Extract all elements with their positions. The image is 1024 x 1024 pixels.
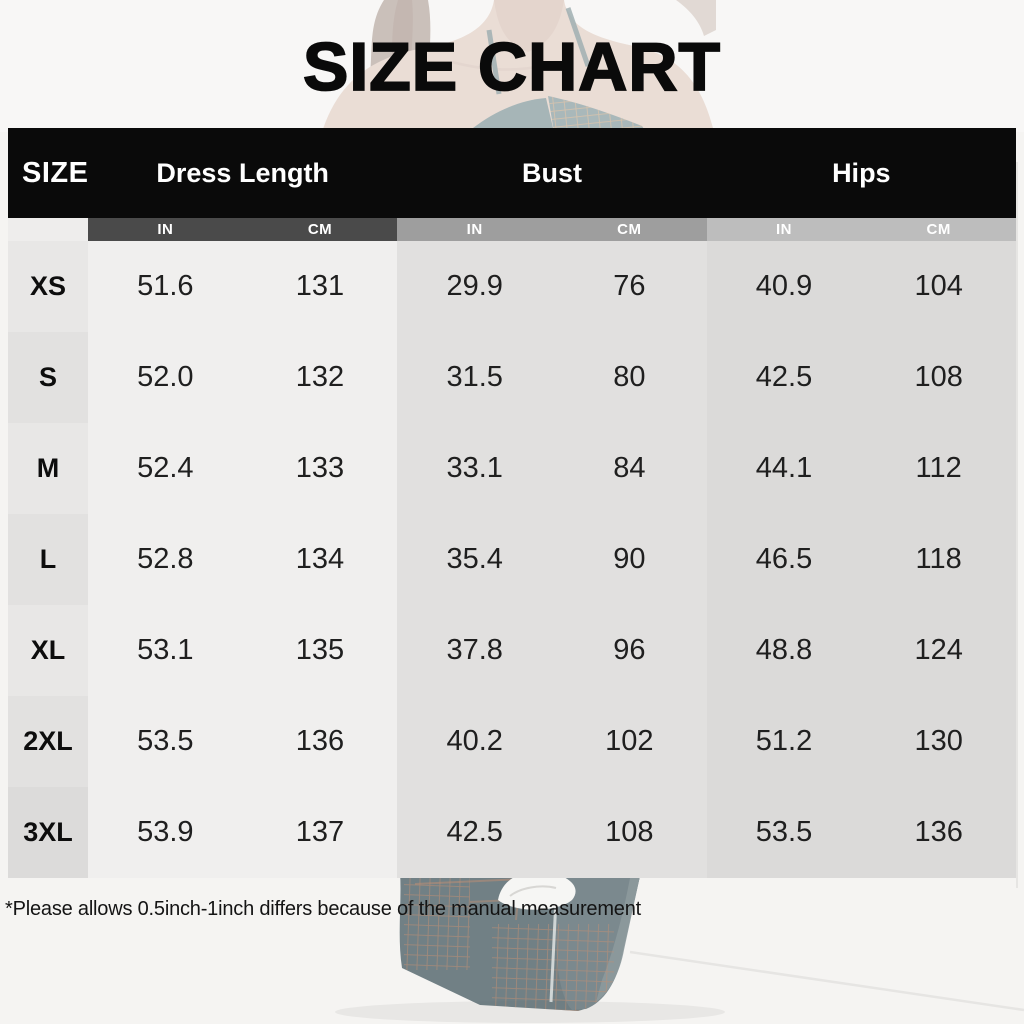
size-row-xs: XS 51.6 131 29.9 76 40.9 104: [8, 241, 1016, 332]
value-cell: 51.2: [706, 696, 862, 787]
value-cell: 112: [861, 423, 1016, 514]
hem-plaid-patch-left: [404, 876, 470, 970]
value-cell: 84: [552, 423, 707, 514]
value-cell: 29.9: [397, 241, 552, 332]
dress-strap-left: [486, 29, 502, 95]
unit-header-spacer: [8, 218, 88, 241]
white-fade-overlay: [0, 0, 1024, 132]
value-cell: 136: [861, 787, 1016, 878]
value-cell: 42.5: [397, 787, 552, 878]
value-cell: 35.4: [397, 514, 552, 605]
value-cell: 52.4: [88, 423, 243, 514]
value-cell: 108: [861, 332, 1016, 423]
unit-header-dress-cm: CM: [242, 218, 398, 241]
value-cell: 133: [242, 423, 398, 514]
column-group-header-dress-length: Dress Length: [156, 157, 329, 188]
value-cell: 42.5: [706, 332, 862, 423]
value-cell: 76: [552, 241, 707, 332]
value-cell: 48.8: [706, 605, 862, 696]
table-body: XS 51.6 131 29.9 76 40.9 104 S 52.0 132 …: [8, 241, 1016, 878]
size-chart-title: SIZE CHART: [302, 29, 721, 105]
value-cell: 135: [242, 605, 398, 696]
glove-detail-line: [509, 885, 557, 897]
size-row-s: S 52.0 132 31.5 80 42.5 108: [8, 332, 1016, 423]
value-cell: 102: [552, 696, 707, 787]
value-cell: 52.8: [88, 514, 243, 605]
value-cell: 134: [242, 514, 398, 605]
floor-shadow: [335, 1001, 725, 1023]
value-cell: 124: [861, 605, 1016, 696]
value-cell: 40.9: [706, 241, 862, 332]
measurement-footnote: *Please allows 0.5inch-1inch differs bec…: [5, 898, 642, 920]
value-cell: 108: [552, 787, 707, 878]
value-cell: 33.1: [397, 423, 552, 514]
value-cell: 130: [861, 696, 1016, 787]
size-cell: L: [8, 514, 88, 605]
model-photo-faded: [0, 0, 1024, 132]
size-cell: 2XL: [8, 696, 88, 787]
size-row-2xl: 2XL 53.5 136 40.2 102 51.2 130: [8, 696, 1016, 787]
column-group-header-bust: Bust: [521, 157, 582, 188]
size-cell: XS: [8, 241, 88, 332]
value-cell: 53.9: [88, 787, 243, 878]
size-chart-table: SIZE Dress Length Bust Hips IN CM IN CM …: [8, 128, 1018, 888]
hair-far-right-shape: [676, 0, 716, 36]
unit-header-hips-in: IN: [706, 218, 862, 241]
dress-cup-left-shape: [468, 98, 554, 132]
size-row-3xl: 3XL 53.9 137 42.5 108 53.5 136: [8, 787, 1016, 878]
value-cell: 104: [861, 241, 1016, 332]
value-cell: 96: [552, 605, 707, 696]
value-cell: 131: [242, 241, 398, 332]
size-cell: S: [8, 332, 88, 423]
value-cell: 118: [861, 514, 1016, 605]
value-cell: 53.5: [88, 696, 243, 787]
collarbone-line: [451, 60, 551, 71]
value-cell: 44.1: [706, 423, 862, 514]
dress-hem-photo-faded: [335, 871, 1024, 1023]
size-row-l: L 52.8 134 35.4 90 46.5 118: [8, 514, 1016, 605]
shoulders-skin-shape: [322, 0, 714, 132]
neck-shadow-shape: [494, 0, 564, 52]
size-row-m: M 52.4 133 33.1 84 44.1 112: [8, 423, 1016, 514]
value-cell: 37.8: [397, 605, 552, 696]
unit-header-bust-cm: CM: [552, 218, 707, 241]
value-cell: 136: [242, 696, 398, 787]
unit-header-dress-in: IN: [88, 218, 243, 241]
size-row-xl: XL 53.1 135 37.8 96 48.8 124: [8, 605, 1016, 696]
value-cell: 46.5: [706, 514, 862, 605]
unit-header-row: IN CM IN CM IN CM: [8, 218, 1016, 241]
size-cell: M: [8, 423, 88, 514]
dress-strap-right: [565, 7, 591, 67]
size-cell: XL: [8, 605, 88, 696]
value-cell: 90: [552, 514, 707, 605]
unit-header-bust-in: IN: [397, 218, 552, 241]
size-cell: 3XL: [8, 787, 88, 878]
value-cell: 40.2: [397, 696, 552, 787]
column-group-header-hips: Hips: [832, 157, 891, 188]
value-cell: 52.0: [88, 332, 243, 423]
value-cell: 80: [552, 332, 707, 423]
size-column-header: SIZE: [22, 156, 89, 189]
value-cell: 132: [242, 332, 398, 423]
floor-line: [629, 950, 1024, 1012]
glove-shape: [498, 871, 576, 910]
value-cell: 53.5: [706, 787, 862, 878]
unit-header-hips-cm: CM: [861, 218, 1016, 241]
value-cell: 51.6: [88, 241, 243, 332]
value-cell: 137: [242, 787, 398, 878]
value-cell: 53.1: [88, 605, 243, 696]
table-header-row: SIZE Dress Length Bust Hips: [8, 128, 1016, 218]
value-cell: 31.5: [397, 332, 552, 423]
